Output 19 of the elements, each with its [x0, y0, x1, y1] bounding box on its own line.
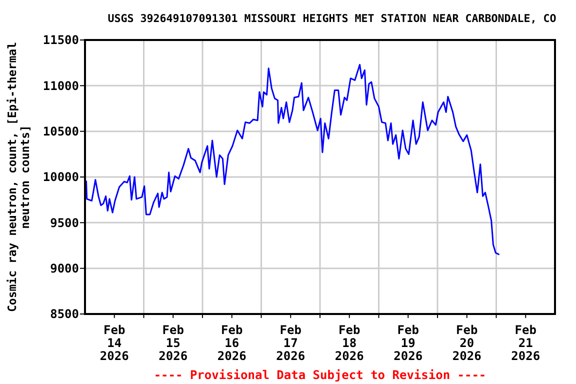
x-tick-label: Feb 14 2026 — [100, 323, 129, 363]
x-tick-label: Feb 21 2026 — [511, 323, 540, 363]
y-tick-label: 9500 — [50, 216, 79, 230]
x-tick-label: Feb 17 2026 — [276, 323, 306, 363]
text: ---- Provisional Data Subject to Revision ---- — [154, 368, 486, 382]
x-tick-label: Feb 18 2026 — [334, 323, 364, 363]
y-tick-label: 9000 — [50, 262, 79, 276]
y-tick-label: 10500 — [42, 124, 79, 139]
y-tick-label: 8500 — [50, 307, 79, 322]
x-tick-label: Feb 16 2026 — [217, 323, 246, 363]
y-tick-label: 10000 — [42, 170, 79, 184]
y-tick-label: 11000 — [42, 78, 79, 93]
chart-title: USGS 392649107091301 MISSOURI HEIGHTS MET STATION NEAR CARBONDALE, CO — [108, 12, 557, 25]
x-tick-label: Feb 20 2026 — [452, 323, 482, 363]
y-tick-label: 11500 — [42, 33, 79, 48]
x-tick-label: Feb 19 2026 — [394, 323, 423, 363]
x-tick-label: Feb 15 2026 — [158, 323, 188, 363]
y-axis-title: Cosmic ray neutron, count, [Epi-thermal neutron counts] — [5, 42, 32, 312]
line-series — [85, 64, 500, 256]
